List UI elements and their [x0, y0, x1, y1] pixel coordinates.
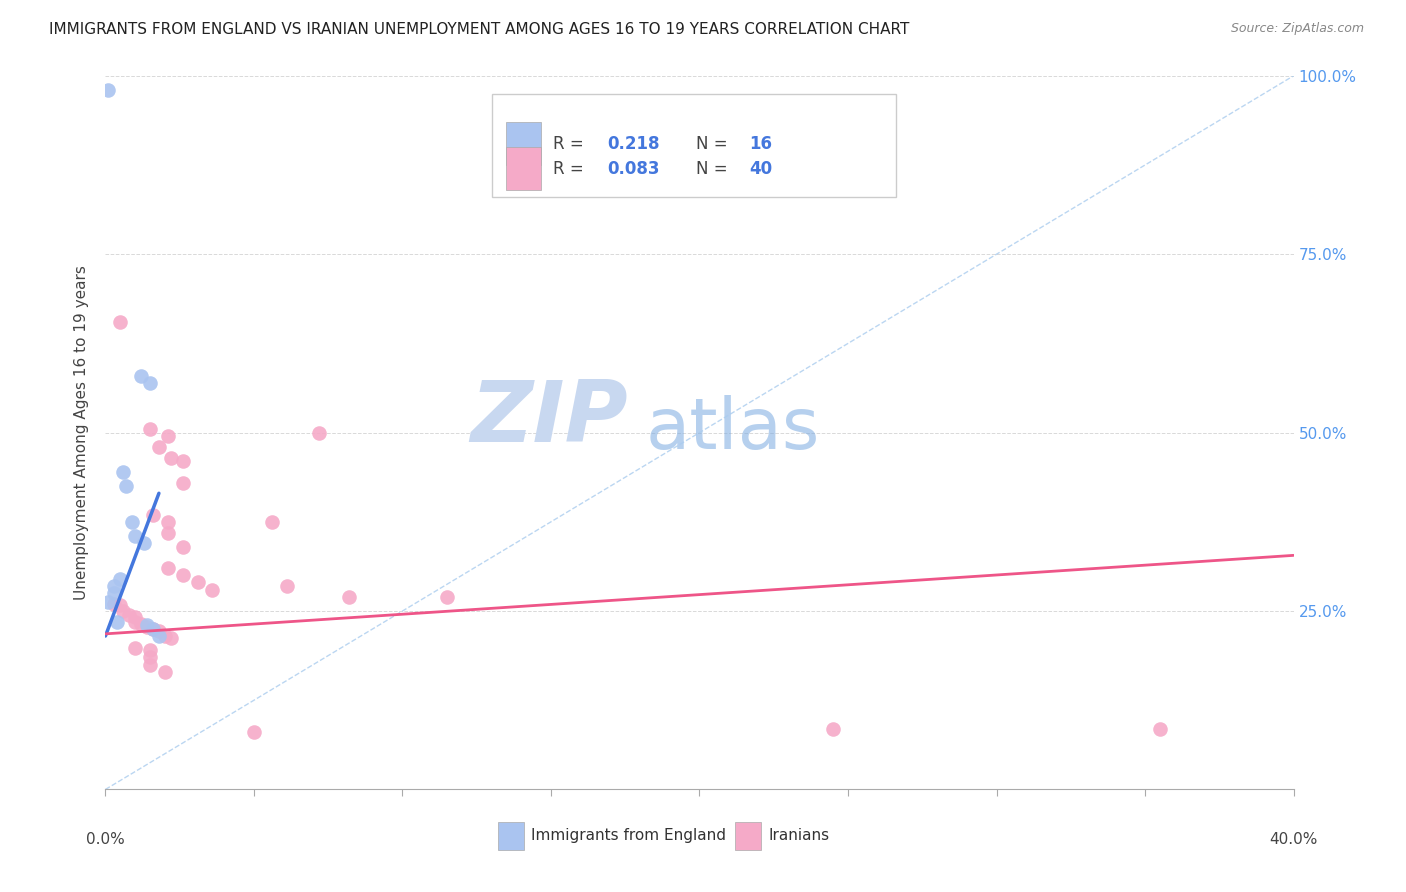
Point [142, 622, 165, 636]
Point [112, 604, 135, 618]
Point [129, 616, 152, 631]
FancyBboxPatch shape [506, 147, 541, 190]
Point [308, 425, 330, 440]
Point [112, 465, 135, 479]
Point [103, 586, 125, 600]
Point [153, 629, 176, 643]
Point [132, 536, 155, 550]
Text: atlas: atlas [645, 394, 820, 464]
Point [121, 515, 143, 529]
FancyBboxPatch shape [735, 822, 761, 850]
Point [201, 582, 224, 597]
Point [124, 529, 146, 543]
Point [139, 657, 162, 672]
FancyBboxPatch shape [498, 822, 523, 850]
Text: IMMIGRANTS FROM ENGLAND VS IRANIAN UNEMPLOYMENT AMONG AGES 16 TO 19 YEARS CORREL: IMMIGRANTS FROM ENGLAND VS IRANIAN UNEMP… [49, 22, 910, 37]
Point [148, 629, 170, 643]
Text: 40: 40 [749, 160, 772, 178]
Point [110, 572, 132, 586]
Point [436, 590, 458, 604]
Point [276, 579, 298, 593]
Point [136, 620, 159, 634]
Text: N =: N = [696, 160, 733, 178]
Point [156, 525, 179, 540]
Point [129, 368, 152, 383]
Point [337, 590, 360, 604]
Point [156, 561, 179, 575]
Point [118, 607, 141, 622]
Point [148, 624, 170, 638]
Y-axis label: Unemployment Among Ages 16 to 19 years: Unemployment Among Ages 16 to 19 years [75, 265, 90, 600]
FancyBboxPatch shape [506, 122, 541, 165]
Text: Immigrants from England: Immigrants from England [531, 829, 725, 843]
Text: 0.0%: 0.0% [86, 832, 125, 847]
Point [124, 609, 146, 624]
Point [159, 631, 181, 645]
Text: ZIP: ZIP [471, 376, 628, 460]
Text: R =: R = [554, 160, 589, 178]
Point [103, 579, 125, 593]
Point [159, 450, 181, 465]
Text: 0.083: 0.083 [607, 160, 659, 178]
Point [139, 376, 162, 390]
Text: 16: 16 [749, 135, 772, 153]
Text: N =: N = [696, 135, 733, 153]
Point [823, 722, 845, 736]
Text: Source: ZipAtlas.com: Source: ZipAtlas.com [1230, 22, 1364, 36]
Point [139, 643, 162, 657]
Point [142, 508, 165, 522]
Point [153, 665, 176, 679]
Point [139, 650, 162, 665]
Point [97, 595, 120, 609]
Point [156, 515, 179, 529]
Point [156, 429, 179, 443]
Point [142, 622, 165, 636]
Point [124, 615, 146, 629]
Point [243, 725, 266, 739]
Point [172, 540, 194, 554]
Point [139, 422, 162, 436]
Point [105, 615, 128, 629]
Text: 0.218: 0.218 [607, 135, 659, 153]
Point [172, 454, 194, 468]
Text: 40.0%: 40.0% [1270, 832, 1317, 847]
Point [110, 315, 132, 329]
Point [124, 641, 146, 656]
Point [172, 475, 194, 490]
Text: Iranians: Iranians [769, 829, 830, 843]
Point [186, 575, 208, 590]
Point [172, 568, 194, 582]
FancyBboxPatch shape [492, 94, 896, 197]
Point [115, 479, 138, 493]
Point [103, 597, 125, 611]
Text: R =: R = [554, 135, 589, 153]
Point [110, 599, 132, 613]
Point [1149, 722, 1171, 736]
Point [260, 515, 283, 529]
Point [136, 618, 159, 632]
Point [97, 83, 120, 97]
Point [148, 440, 170, 454]
